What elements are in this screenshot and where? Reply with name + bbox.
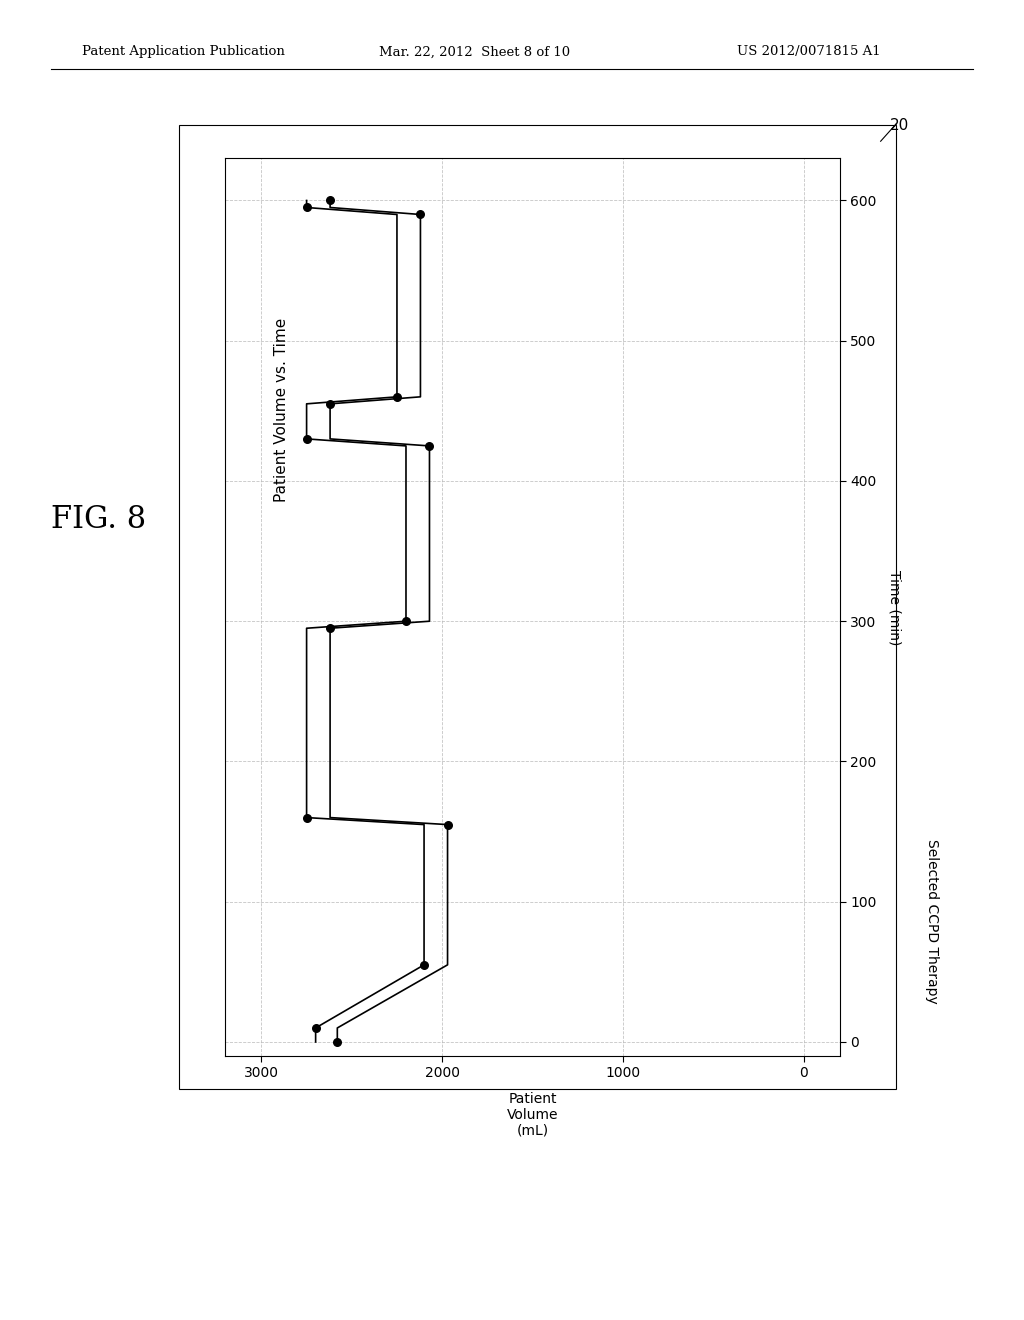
Point (439, 814, 456, 836)
Point (298, 807, 314, 828)
Point (413, 203, 429, 224)
Text: 20: 20 (890, 117, 908, 133)
X-axis label: Patient
Volume
(mL): Patient Volume (mL) (507, 1092, 558, 1138)
Y-axis label: Time (min): Time (min) (888, 569, 901, 645)
Point (416, 954, 432, 975)
Point (389, 387, 406, 408)
Text: US 2012/0071815 A1: US 2012/0071815 A1 (737, 45, 881, 58)
Point (397, 611, 414, 632)
Point (298, 197, 314, 218)
Point (322, 393, 338, 414)
Point (298, 428, 314, 449)
Text: Selected CCPD Therapy: Selected CCPD Therapy (925, 840, 939, 1003)
Text: Patent Application Publication: Patent Application Publication (82, 45, 285, 58)
Point (307, 1018, 324, 1039)
Text: Patient Volume vs. Time: Patient Volume vs. Time (274, 318, 290, 502)
Point (329, 1031, 345, 1052)
Point (322, 190, 338, 211)
Text: FIG. 8: FIG. 8 (51, 504, 146, 535)
Text: Mar. 22, 2012  Sheet 8 of 10: Mar. 22, 2012 Sheet 8 of 10 (379, 45, 570, 58)
Point (322, 618, 338, 639)
Point (421, 436, 437, 457)
